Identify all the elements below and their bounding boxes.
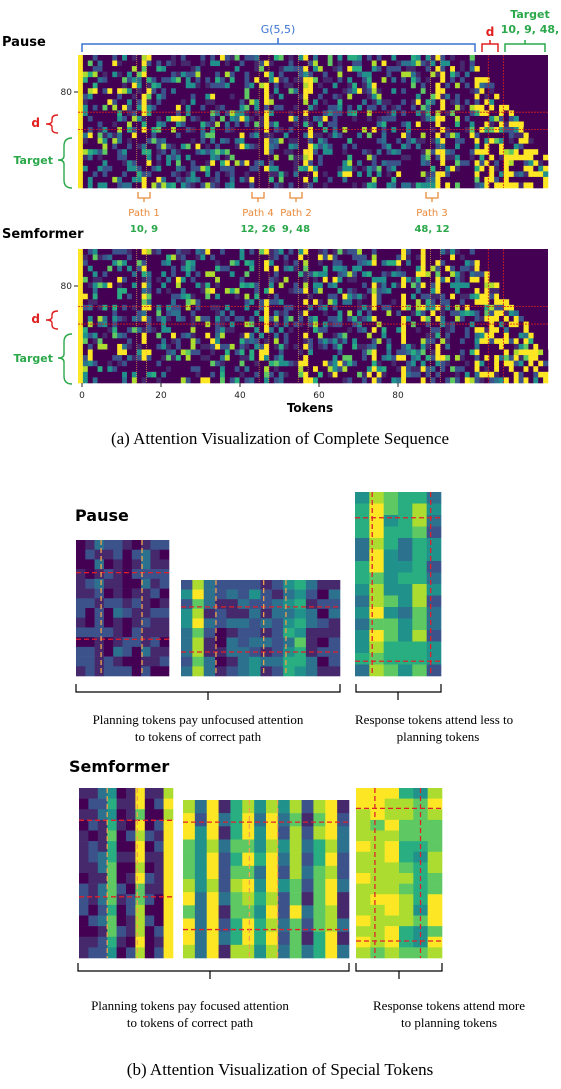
x-axis: 0 20 40 60 80 <box>79 383 404 401</box>
x-tick-label-40: 40 <box>234 391 246 401</box>
path-name-4: Path 3 <box>416 208 448 219</box>
x-tick-label-60: 60 <box>313 391 325 401</box>
path-brace-2 <box>251 192 265 202</box>
pause-label-bottom: Pause <box>75 506 129 525</box>
row-target-label-sem: Target <box>13 352 53 365</box>
pause-planning-patch-1 <box>76 540 170 677</box>
sem-planning-caption-2: to tokens of correct path <box>127 1015 254 1030</box>
path-name-3: Path 2 <box>280 208 312 219</box>
semformer-response-bracket <box>355 963 443 979</box>
pause-response-bracket <box>355 684 442 700</box>
path-name-2: Path 4 <box>242 208 274 219</box>
x-tick-label-80: 80 <box>392 391 404 401</box>
row-target-brace-sem <box>57 333 73 385</box>
x-axis-label: Tokens <box>287 401 333 415</box>
sem-response-caption-1: Response tokens attend more <box>373 998 525 1013</box>
row-target-label-top: Target <box>13 154 53 167</box>
path-brace-1 <box>137 192 151 202</box>
path-annotations: Path 1 10, 9 Path 4 12, 26 Path 2 9, 48 Path 3… <box>128 192 450 235</box>
pause-response-caption-2: planning tokens <box>397 729 480 744</box>
target-values-top: 10, 9, 48, <box>501 23 559 36</box>
path-values-4: 48, 12 <box>414 224 449 235</box>
graph-label: G(5,5) <box>261 23 296 36</box>
path-values-1: 10, 9 <box>130 224 158 235</box>
pause-planning-patch-2 <box>181 580 341 677</box>
x-tick-label-0: 0 <box>79 391 85 401</box>
pause-response-caption-1: Response tokens attend less to <box>355 712 513 727</box>
semformer-response-patch <box>356 788 443 959</box>
attention-heatmap-semformer <box>78 249 549 384</box>
d-brace-top <box>481 40 499 52</box>
row-d-label-sem: d <box>31 312 40 326</box>
graph-brace <box>81 38 476 52</box>
path-values-3: 9, 48 <box>282 224 310 235</box>
row-tick-80-top: 80 <box>61 88 73 98</box>
caption-b: (b) Attention Visualization of Special T… <box>127 1060 433 1079</box>
semformer-label-bottom: Semformer <box>69 757 169 776</box>
d-label-top: d <box>486 25 495 39</box>
row-d-brace-sem <box>45 310 59 330</box>
semformer-planning-bracket <box>77 963 350 979</box>
semformer-planning-patch-1 <box>79 788 174 959</box>
sem-planning-caption-1: Planning tokens pay focused attention <box>91 998 289 1013</box>
path-name-1: Path 1 <box>128 208 160 219</box>
row-tick-80-sem: 80 <box>61 282 73 292</box>
sem-response-caption-2: to planning tokens <box>401 1015 497 1030</box>
x-tick-label-20: 20 <box>155 391 167 401</box>
pause-response-patch <box>355 492 442 677</box>
path-brace-4 <box>425 192 439 202</box>
attention-heatmap-pause <box>78 55 549 189</box>
pause-label-top: Pause <box>2 35 46 50</box>
caption-a: (a) Attention Visualization of Complete … <box>111 429 449 448</box>
row-d-label-top: d <box>31 116 40 130</box>
pause-planning-caption-1: Planning tokens pay unfocused attention <box>93 712 304 727</box>
path-brace-3 <box>289 192 303 202</box>
target-brace-top <box>504 40 546 52</box>
semformer-planning-patch-2 <box>183 800 350 959</box>
target-label-top: Target <box>510 8 550 21</box>
pause-planning-caption-2: to tokens of correct path <box>135 729 262 744</box>
row-d-brace-top <box>45 114 59 134</box>
row-target-brace-top <box>57 137 73 189</box>
semformer-label-top: Semformer <box>2 227 84 242</box>
pause-planning-bracket <box>75 684 341 700</box>
path-values-2: 12, 26 <box>240 224 275 235</box>
